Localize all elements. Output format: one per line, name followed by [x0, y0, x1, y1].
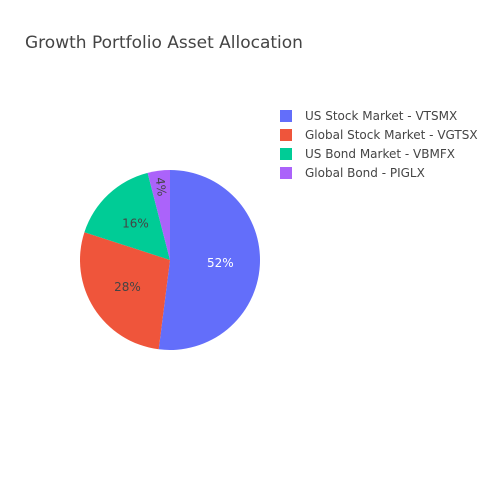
slice-label-us-bond: 16%: [122, 216, 149, 230]
legend-swatch: [280, 109, 292, 122]
slice-label-global-stock: 28%: [114, 280, 141, 294]
legend-swatch: [280, 128, 292, 141]
legend-swatch: [280, 166, 292, 179]
pie-slices: [80, 170, 261, 350]
legend-item-us-bond[interactable]: US Bond Market - VBMFX: [280, 144, 478, 163]
legend-label: Global Bond - PIGLX: [305, 165, 425, 180]
pie-slice-labels: 52% 28% 16% 4%: [114, 176, 234, 294]
pie-slice-us-stock[interactable]: [158, 170, 261, 350]
pie-slice-us-bond[interactable]: [84, 172, 170, 260]
legend-swatch: [280, 147, 292, 160]
legend-label: Global Stock Market - VGTSX: [305, 127, 478, 142]
pie-slice-global-stock[interactable]: [80, 232, 170, 350]
legend-item-us-stock[interactable]: US Stock Market - VTSMX: [280, 106, 478, 125]
legend-item-global-bond[interactable]: Global Bond - PIGLX: [280, 163, 478, 182]
slice-label-global-bond: 4%: [153, 176, 169, 197]
slice-label-us-stock: 52%: [207, 256, 234, 270]
legend: US Stock Market - VTSMX Global Stock Mar…: [280, 106, 478, 182]
legend-label: US Stock Market - VTSMX: [305, 108, 458, 123]
chart-title: Growth Portfolio Asset Allocation: [25, 33, 303, 53]
legend-label: US Bond Market - VBMFX: [305, 146, 455, 161]
pie-slice-global-bond[interactable]: [147, 170, 170, 260]
legend-item-global-stock[interactable]: Global Stock Market - VGTSX: [280, 125, 478, 144]
